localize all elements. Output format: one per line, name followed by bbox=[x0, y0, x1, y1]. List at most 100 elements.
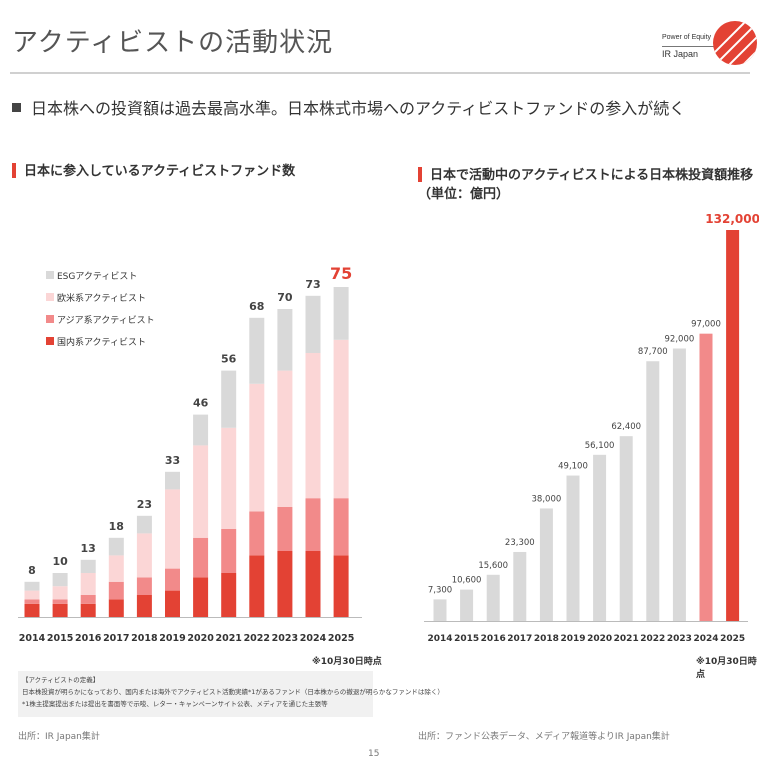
x-tick-label: 2025 bbox=[328, 633, 354, 644]
bar-total-label: 73 bbox=[305, 278, 320, 291]
investment-bar bbox=[460, 589, 474, 621]
x-tick-label: 2014 bbox=[427, 634, 452, 644]
stacked-bar-segment bbox=[24, 581, 40, 591]
stacked-bar-segment bbox=[52, 603, 68, 617]
note-line: 【アクティビストの定義】 bbox=[22, 676, 100, 684]
investment-bar bbox=[566, 475, 580, 621]
investment-bar bbox=[486, 574, 500, 621]
stacked-bar-segment bbox=[193, 445, 209, 538]
left-as-of-note: ※10月30日時点 bbox=[312, 657, 382, 667]
stacked-bar-segment bbox=[108, 581, 124, 600]
legend-label: 国内系アクティビスト bbox=[57, 336, 146, 348]
x-tick-label: 2020 bbox=[187, 633, 214, 644]
left-chart-title-text: 日本に参入しているアクティビストファンド数 bbox=[24, 164, 296, 179]
stacked-bar-segment bbox=[221, 573, 237, 617]
stacked-bar-segment bbox=[24, 603, 40, 617]
stacked-bar-segment bbox=[221, 427, 237, 529]
logo-mark-icon bbox=[713, 21, 757, 65]
bar-total-label: 18 bbox=[109, 520, 124, 533]
stacked-bar-segment bbox=[52, 573, 68, 587]
note-line: *1株主提案提出または提出を書面等で示唆、レター・キャンペーンサイト公表、メディ… bbox=[22, 700, 328, 708]
bar-total-label: 56 bbox=[221, 353, 237, 366]
stacked-bar-segment bbox=[24, 599, 40, 604]
logo-divider bbox=[662, 46, 717, 47]
stacked-bar-segment bbox=[333, 555, 349, 617]
subtitle-bullet-icon bbox=[12, 103, 21, 112]
x-tick-label: 2016 bbox=[75, 633, 102, 644]
investment-bar bbox=[539, 508, 553, 621]
stacked-bar-segment bbox=[333, 287, 349, 340]
stacked-bar-segment bbox=[136, 577, 152, 595]
subtitle-text: 日本株への投資額は過去最高水準。日本株式市場へのアクティビストファンドの参入が続… bbox=[31, 99, 686, 118]
right-title-bar-icon bbox=[418, 167, 422, 182]
x-tick-label: 2024 bbox=[693, 634, 718, 644]
stacked-bar-segment bbox=[80, 603, 96, 617]
investment-bar bbox=[619, 436, 633, 621]
legend-label: 欧米系アクティビスト bbox=[57, 292, 146, 304]
stacked-bar-segment bbox=[333, 498, 349, 556]
stacked-bar-segment bbox=[193, 577, 209, 617]
x-tick-label: 2021 bbox=[614, 634, 639, 644]
left-chart-title: 日本に参入しているアクティビストファンド数 bbox=[12, 160, 295, 179]
right-source: 出所：ファンド公表データ、メディア報道等よりIR Japan集計 bbox=[418, 732, 670, 742]
page-number: 15 bbox=[368, 749, 380, 759]
x-tick-label: 2016 bbox=[481, 634, 506, 644]
page-title: アクティビストの活動状況 bbox=[12, 28, 334, 58]
bar-total-label: 68 bbox=[249, 300, 264, 313]
stacked-bar-segment bbox=[305, 551, 321, 617]
right-as-of-note: ※10月30日時点 bbox=[696, 657, 757, 680]
stacked-bar-segment bbox=[165, 489, 180, 569]
stacked-bar-segment bbox=[305, 498, 321, 551]
legend-swatch bbox=[46, 271, 54, 279]
stacked-bar-segment bbox=[80, 595, 96, 604]
x-tick-label: 2018 bbox=[534, 634, 559, 644]
stacked-bar-segment bbox=[277, 507, 293, 551]
stacked-bar-segment bbox=[136, 533, 152, 578]
bar-value-label: 132,000 bbox=[705, 212, 759, 226]
stacked-bar-segment bbox=[249, 317, 265, 384]
header-divider bbox=[10, 72, 750, 74]
bar-total-label: 75 bbox=[330, 264, 352, 283]
x-tick-label: 2019 bbox=[560, 634, 585, 644]
x-tick-label: 2023 bbox=[667, 634, 692, 644]
stacked-bar-segment bbox=[305, 295, 321, 353]
investment-bar bbox=[699, 333, 713, 621]
x-tick-label: 2022 bbox=[640, 634, 665, 644]
bar-total-label: 23 bbox=[137, 498, 152, 511]
x-tick-label: 2022 bbox=[244, 633, 270, 644]
bar-value-label: 7,300 bbox=[428, 585, 452, 595]
stacked-bar-segment bbox=[80, 559, 96, 573]
bar-total-label: 33 bbox=[165, 454, 180, 467]
bar-total-label: 13 bbox=[81, 542, 96, 555]
bar-value-label: 97,000 bbox=[691, 320, 721, 330]
stacked-bar-segment bbox=[249, 511, 265, 556]
legend-swatch bbox=[46, 337, 54, 345]
x-tick-label: 2017 bbox=[103, 633, 129, 644]
stacked-bar-segment bbox=[108, 599, 124, 617]
x-tick-label: 2018 bbox=[131, 633, 158, 644]
stacked-bar-segment bbox=[333, 339, 349, 499]
bar-value-label: 38,000 bbox=[532, 494, 562, 504]
bar-total-label: 70 bbox=[277, 291, 293, 304]
note-line: 日本株投資が明らかになっており、国内または海外でアクティビスト活動実績*1がある… bbox=[22, 688, 444, 696]
stacked-bar-segment bbox=[108, 555, 124, 582]
stacked-bar-segment bbox=[52, 586, 68, 600]
investment-bar bbox=[646, 361, 660, 621]
x-tick-label: 2021 bbox=[215, 633, 241, 644]
stacked-bar-segment bbox=[221, 370, 237, 428]
stacked-bar-segment bbox=[249, 383, 265, 512]
stacked-bar-segment bbox=[108, 537, 124, 556]
bar-total-label: 46 bbox=[193, 397, 209, 410]
stacked-bar-segment bbox=[52, 599, 68, 604]
stacked-bar-segment bbox=[277, 551, 293, 617]
left-title-bar-icon bbox=[12, 163, 16, 178]
stacked-bar-segment bbox=[193, 537, 209, 578]
legend-swatch bbox=[46, 293, 54, 301]
stacked-bar-segment bbox=[277, 370, 293, 507]
bar-value-label: 92,000 bbox=[665, 334, 695, 344]
bar-value-label: 56,100 bbox=[585, 441, 615, 451]
page-subtitle: 日本株への投資額は過去最高水準。日本株式市場へのアクティビストファンドの参入が続… bbox=[12, 95, 685, 119]
x-tick-label: 2017 bbox=[507, 634, 532, 644]
bar-value-label: 10,600 bbox=[452, 576, 482, 586]
